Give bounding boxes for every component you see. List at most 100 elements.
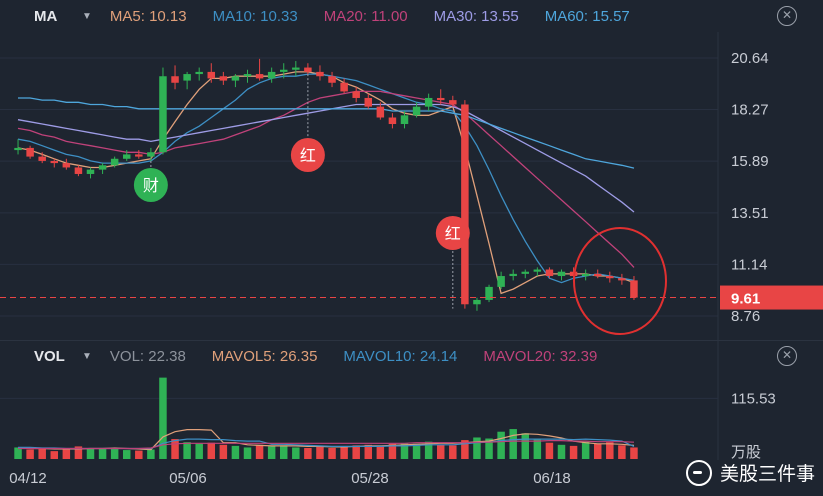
volume-bar bbox=[328, 447, 336, 459]
ma20-label: MA20: 11.00 bbox=[323, 7, 408, 25]
chevron-down-icon[interactable]: ▼ bbox=[82, 10, 92, 22]
annotation-marker[interactable] bbox=[133, 168, 168, 202]
volume-bar bbox=[26, 449, 34, 459]
x-tick-label: 04/12 bbox=[9, 470, 47, 487]
annotation-marker[interactable] bbox=[435, 216, 470, 250]
candle-body bbox=[400, 115, 409, 125]
volume-bar bbox=[195, 443, 203, 459]
price-tick-label: 11.14 bbox=[731, 256, 767, 273]
candle-body bbox=[376, 106, 385, 118]
vol-indicator-selector[interactable]: VOL bbox=[34, 347, 65, 365]
candle-body bbox=[50, 160, 59, 164]
candle-body bbox=[473, 299, 481, 305]
volume-bar bbox=[255, 444, 264, 459]
candle-body bbox=[14, 147, 22, 151]
volume-bar bbox=[412, 443, 421, 459]
price-tick-label: 20.64 bbox=[731, 50, 769, 67]
volume-bar bbox=[388, 443, 397, 459]
annotation-label: 红 bbox=[300, 146, 316, 165]
current-price-tag bbox=[720, 285, 823, 310]
volume-bar bbox=[364, 444, 373, 459]
volume-bar bbox=[557, 444, 566, 459]
candle-body bbox=[219, 76, 228, 81]
candle-body bbox=[292, 67, 300, 70]
volume-bar bbox=[159, 377, 167, 459]
volume-bar bbox=[147, 449, 155, 459]
volume-bar bbox=[352, 445, 360, 459]
x-tick-label: 05/06 bbox=[169, 470, 207, 487]
volume-bar bbox=[14, 447, 22, 459]
volume-bar bbox=[618, 445, 626, 459]
candle-body bbox=[388, 117, 397, 125]
candle-body bbox=[593, 273, 602, 277]
volume-bar bbox=[316, 445, 324, 459]
candle-body bbox=[485, 286, 493, 300]
candle-body bbox=[316, 71, 324, 77]
candle-body bbox=[159, 76, 167, 153]
price-tick-label: 13.51 bbox=[731, 205, 769, 222]
ma-line-ma60 bbox=[18, 97, 635, 169]
candle-body bbox=[279, 69, 288, 72]
candle-body bbox=[328, 76, 336, 83]
candle-body bbox=[630, 280, 638, 298]
candle-body bbox=[267, 71, 276, 79]
vol-tick-label: 115.53 bbox=[731, 390, 776, 407]
close-icon[interactable]: ✕ bbox=[777, 346, 797, 366]
volume-bar bbox=[545, 442, 554, 459]
mavol20-label: MAVOL20: 32.39 bbox=[483, 347, 598, 365]
vol-label: VOL: 22.38 bbox=[109, 347, 186, 365]
x-tick-label: 06/18 bbox=[533, 470, 571, 487]
close-icon[interactable]: ✕ bbox=[777, 6, 797, 26]
candle-body bbox=[340, 82, 348, 92]
candle-body bbox=[26, 147, 34, 157]
candle-body bbox=[38, 156, 46, 161]
volume-bar bbox=[279, 445, 288, 459]
candle-body bbox=[86, 169, 95, 174]
volume-bar bbox=[62, 448, 71, 459]
volume-bar bbox=[231, 445, 240, 459]
candle-body bbox=[509, 273, 517, 277]
candle-body bbox=[581, 273, 590, 277]
watermark: 美股三件事 bbox=[685, 459, 815, 486]
volume-bar bbox=[521, 433, 530, 459]
highlight-circle bbox=[573, 227, 667, 335]
candle-body bbox=[243, 74, 252, 77]
annotation-label: 财 bbox=[143, 176, 159, 195]
volume-bar bbox=[424, 441, 433, 459]
volume-bar bbox=[400, 443, 409, 459]
candle-body bbox=[171, 76, 179, 83]
volume-bar bbox=[461, 440, 469, 459]
volume-bar bbox=[50, 451, 59, 459]
candle-body bbox=[231, 76, 240, 81]
candle-body bbox=[424, 97, 433, 107]
volume-bar bbox=[606, 442, 614, 459]
chevron-down-icon[interactable]: ▼ bbox=[82, 350, 92, 362]
candle-body bbox=[183, 74, 191, 81]
volume-bar bbox=[98, 447, 107, 459]
volume-bar bbox=[207, 442, 216, 459]
volume-bar bbox=[485, 438, 493, 459]
candle-body bbox=[62, 163, 71, 168]
candle-body bbox=[533, 269, 542, 272]
volume-bar bbox=[183, 442, 191, 459]
volume-bar bbox=[473, 437, 481, 459]
vol-indicator-bar: VOL ▼ VOL: 22.38 MAVOL5: 26.35 MAVOL10: … bbox=[0, 340, 823, 371]
ma-line-ma30 bbox=[17, 103, 635, 213]
volume-bar bbox=[304, 447, 312, 459]
ma60-label: MA60: 15.57 bbox=[544, 7, 630, 25]
ma-indicator-selector[interactable]: MA bbox=[34, 7, 58, 25]
volume-bar bbox=[110, 448, 119, 459]
x-tick-label: 05/28 bbox=[351, 470, 389, 487]
volume-bar bbox=[267, 446, 276, 459]
vol-unit-label: 万股 bbox=[731, 443, 761, 461]
ma-line-ma10 bbox=[17, 73, 635, 284]
annotation-marker[interactable] bbox=[290, 138, 325, 172]
volume-bar bbox=[497, 431, 505, 459]
candle-body bbox=[255, 74, 264, 79]
candle-body bbox=[195, 71, 203, 75]
candle-body bbox=[557, 271, 566, 277]
volume-bar bbox=[243, 447, 252, 459]
price-tick-label: 18.27 bbox=[731, 101, 769, 118]
mavol5-label: MAVOL5: 26.35 bbox=[211, 347, 318, 365]
